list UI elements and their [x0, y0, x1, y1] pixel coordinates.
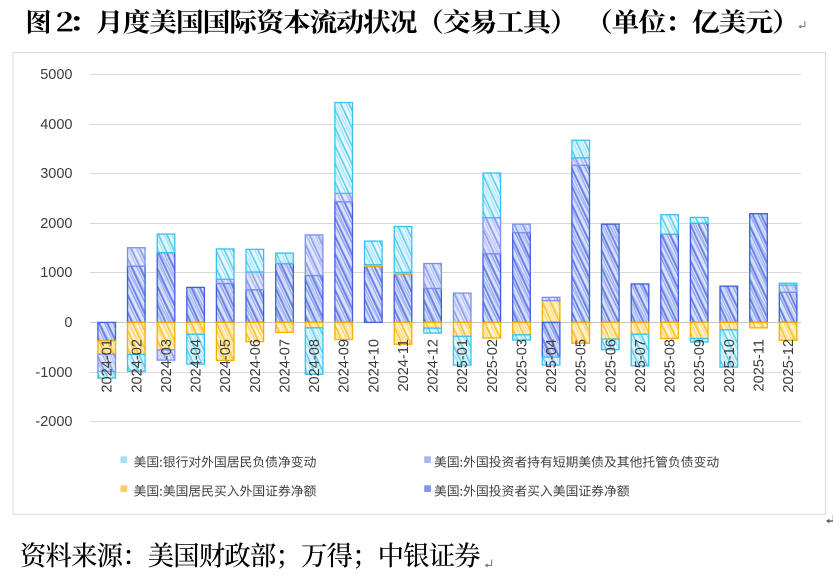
- svg-text:2025-08: 2025-08: [663, 339, 679, 393]
- svg-text:2024-04: 2024-04: [189, 339, 205, 393]
- svg-text:2024-03: 2024-03: [159, 339, 175, 393]
- svg-text:2000: 2000: [40, 216, 72, 232]
- svg-text:2025-01: 2025-01: [455, 339, 471, 393]
- svg-text:2024-11: 2024-11: [396, 339, 412, 391]
- svg-text:2024-06: 2024-06: [248, 339, 264, 393]
- svg-text:2025-12: 2025-12: [781, 339, 797, 393]
- svg-text:3000: 3000: [40, 166, 72, 182]
- svg-text:2025-10: 2025-10: [722, 339, 738, 393]
- svg-text:2025-05: 2025-05: [574, 339, 590, 393]
- svg-text:2024-01: 2024-01: [100, 339, 116, 393]
- svg-text:2024-10: 2024-10: [366, 339, 382, 393]
- svg-text:-1000: -1000: [35, 365, 72, 381]
- svg-text:0: 0: [64, 315, 72, 331]
- svg-text:2025-09: 2025-09: [692, 339, 708, 393]
- svg-text:-2000: -2000: [35, 414, 72, 430]
- svg-text:5000: 5000: [40, 67, 72, 83]
- svg-text:2025-06: 2025-06: [603, 339, 619, 393]
- svg-text:1000: 1000: [40, 265, 72, 281]
- svg-text:2025-11: 2025-11: [752, 339, 768, 391]
- svg-text:2024-12: 2024-12: [426, 339, 442, 393]
- svg-text:2025-04: 2025-04: [544, 339, 560, 393]
- svg-text:2024-02: 2024-02: [129, 339, 145, 393]
- svg-text:2025-02: 2025-02: [485, 339, 501, 393]
- svg-text:2024-09: 2024-09: [337, 339, 353, 393]
- svg-text:4000: 4000: [40, 117, 72, 133]
- svg-text:2024-05: 2024-05: [218, 339, 234, 393]
- svg-text:2024-08: 2024-08: [307, 339, 323, 393]
- svg-text:2025-03: 2025-03: [515, 339, 531, 393]
- svg-text:2025-07: 2025-07: [633, 339, 649, 393]
- svg-text:2024-07: 2024-07: [278, 339, 294, 393]
